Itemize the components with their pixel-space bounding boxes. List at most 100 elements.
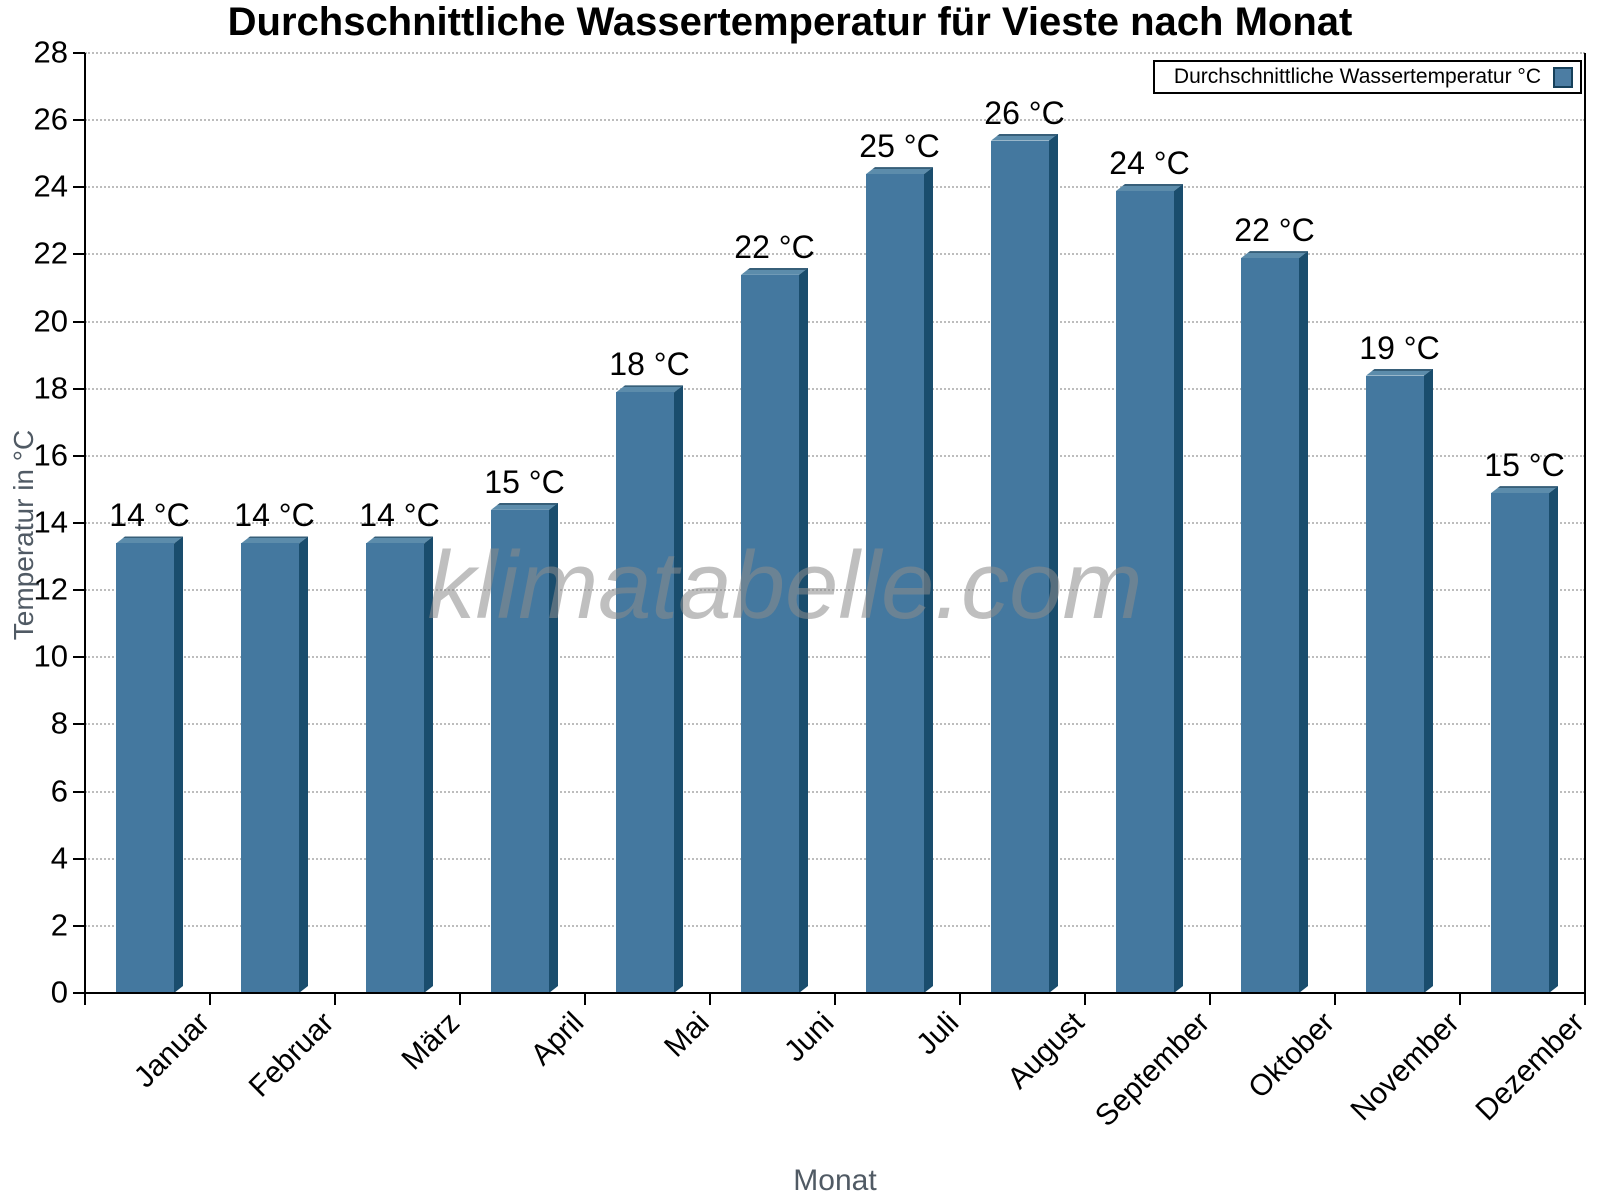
y-tick-20 — [73, 320, 85, 323]
x-axis-title: Monat — [793, 1164, 877, 1197]
x-tick-label-dezember: Dezember — [1469, 1006, 1591, 1128]
gridline-y-18 — [85, 387, 1585, 390]
bar-side-shade — [549, 503, 558, 993]
bar-side-shade — [299, 536, 308, 993]
bar-top-bevel — [741, 267, 808, 275]
x-tick-4 — [584, 993, 586, 1005]
y-tick-10 — [73, 656, 85, 659]
x-tick-label-september: September — [1088, 1006, 1216, 1134]
y-tick-18 — [73, 387, 85, 390]
bar-value-label: 15 °C — [1484, 447, 1565, 484]
bar-juni: 22 °C — [734, 231, 815, 993]
bar-mai: 18 °C — [609, 348, 690, 993]
y-tick-8 — [73, 723, 85, 726]
x-tick-label-januar: Januar — [127, 1006, 216, 1095]
bar-face — [1491, 493, 1549, 993]
y-tick-label-4: 4 — [50, 839, 68, 875]
bar-top-bevel — [866, 167, 933, 175]
y-tick-2 — [73, 924, 85, 927]
x-tick-label-april: April — [525, 1006, 591, 1072]
y-tick-6 — [73, 790, 85, 793]
bar-face — [616, 392, 674, 993]
bar-top-bevel — [241, 536, 308, 544]
bar-value-label: 24 °C — [1109, 144, 1190, 181]
gridline-y-20 — [85, 320, 1585, 323]
bar-value-label: 22 °C — [1234, 212, 1315, 249]
x-tick-5 — [709, 993, 711, 1005]
chart-title: Durchschnittliche Wassertemperatur für V… — [227, 0, 1353, 44]
gridline-y-22 — [85, 253, 1585, 256]
bar-face — [1366, 375, 1424, 993]
y-tick-0 — [73, 992, 85, 994]
bar-juli: 25 °C — [859, 130, 940, 993]
bar-september: 24 °C — [1109, 147, 1190, 993]
bar-top-bevel — [491, 502, 558, 510]
legend-swatch-icon — [1553, 66, 1573, 88]
bar-november: 19 °C — [1359, 332, 1440, 993]
right-border-line — [1584, 53, 1586, 993]
y-axis-line — [84, 53, 86, 993]
x-tick-0 — [84, 993, 86, 1005]
bar-value-label: 15 °C — [484, 463, 565, 500]
bar-side-shade — [924, 167, 933, 993]
y-tick-label-26: 26 — [33, 101, 68, 137]
y-tick-label-18: 18 — [33, 369, 68, 405]
x-tick-label-mai: Mai — [658, 1006, 716, 1064]
y-tick-label-24: 24 — [33, 168, 68, 204]
bar-value-label: 25 °C — [859, 128, 940, 165]
bar-face — [491, 509, 549, 993]
y-tick-22 — [73, 253, 85, 256]
gridline-y-26 — [85, 119, 1585, 122]
bar-top-bevel — [116, 536, 183, 544]
bar-value-label: 19 °C — [1359, 329, 1440, 366]
watermark: klimatabelle.com — [427, 532, 1143, 639]
legend-label: Durchschnittliche Wassertemperatur °C — [1173, 65, 1541, 88]
x-tick-label-juli: Juli — [910, 1006, 966, 1062]
bar-januar: 14 °C — [109, 499, 190, 993]
bar-face — [366, 543, 424, 993]
x-tick-6 — [834, 993, 836, 1005]
gridline-y-8 — [85, 723, 1585, 726]
bar-side-shade — [1549, 486, 1558, 993]
x-tick-8 — [1084, 993, 1086, 1005]
x-tick-9 — [1209, 993, 1211, 1005]
x-tick-label-november: November — [1344, 1006, 1466, 1128]
gridline-y-6 — [85, 790, 1585, 793]
gridline-y-10 — [85, 656, 1585, 659]
bar-value-label: 18 °C — [609, 346, 690, 383]
x-tick-2 — [334, 993, 336, 1005]
x-tick-10 — [1334, 993, 1336, 1005]
y-tick-label-0: 0 — [50, 974, 68, 1010]
bar-value-label: 22 °C — [734, 228, 815, 265]
y-tick-12 — [73, 589, 85, 592]
y-tick-label-22: 22 — [33, 235, 68, 271]
y-tick-label-20: 20 — [33, 302, 68, 338]
x-tick-3 — [459, 993, 461, 1005]
y-tick-label-10: 10 — [33, 638, 68, 674]
y-tick-label-14: 14 — [33, 504, 68, 540]
bar-side-shade — [1299, 251, 1308, 993]
y-tick-label-2: 2 — [50, 907, 68, 943]
bar-value-label: 14 °C — [234, 497, 315, 534]
bar-face — [866, 174, 924, 993]
bar-face — [241, 543, 299, 993]
bar-februar: 14 °C — [234, 499, 315, 993]
bar-side-shade — [674, 385, 683, 993]
bar-side-shade — [1424, 369, 1433, 993]
plot-area: klimatabelle.com 0 2 4 6 8 10 12 14 16 18 20 22 24 26… — [34, 36, 1591, 1133]
bar-top-bevel — [616, 385, 683, 393]
bar-august: 26 °C — [984, 97, 1065, 993]
x-tick-label-oktober: Oktober — [1242, 1006, 1341, 1105]
legend: Durchschnittliche Wassertemperatur °C — [1153, 60, 1582, 94]
bar-top-bevel — [366, 536, 433, 544]
bar-märz: 14 °C — [359, 499, 440, 993]
x-tick-label-juni: Juni — [778, 1006, 841, 1069]
gridline-y-2 — [85, 924, 1585, 927]
gridline-y-14 — [85, 522, 1585, 524]
y-tick-24 — [73, 186, 85, 189]
bar-oktober: 22 °C — [1234, 214, 1315, 993]
y-tick-label-8: 8 — [50, 705, 68, 741]
bar-side-shade — [424, 536, 433, 993]
bar-top-bevel — [1366, 368, 1433, 376]
